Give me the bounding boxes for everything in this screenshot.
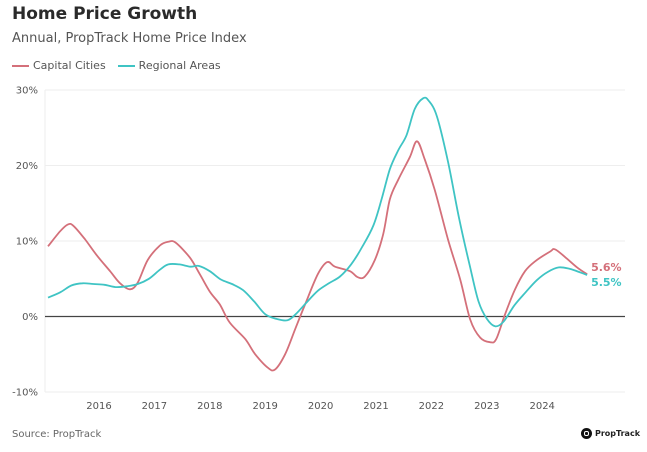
x-tick-label: 2022 — [419, 401, 444, 412]
y-tick-label: 10% — [16, 237, 38, 248]
source-note: Source: PropTrack — [12, 429, 102, 440]
proptrack-logo-text: PropTrack — [595, 429, 641, 438]
x-tick-label: 2016 — [86, 401, 111, 412]
x-tick-label: 2023 — [474, 401, 499, 412]
proptrack-logo: PropTrack — [581, 428, 640, 439]
x-tick-label: 2019 — [252, 401, 277, 412]
x-tick-label: 2020 — [308, 401, 333, 412]
y-tick-label: -10% — [12, 388, 38, 399]
chart-subtitle: Annual, PropTrack Home Price Index — [12, 31, 247, 46]
y-tick-label: 20% — [16, 161, 38, 172]
legend-label-regional-areas: Regional Areas — [138, 59, 221, 72]
x-tick-label: 2018 — [197, 401, 222, 412]
legend: Capital Cities Regional Areas — [12, 59, 221, 72]
series-line-capital-cities — [47, 140, 588, 372]
x-tick-label: 2024 — [529, 401, 554, 412]
legend-swatch-capital-cities — [12, 64, 29, 67]
legend-swatch-regional-areas — [117, 64, 135, 67]
x-tick-label: 2017 — [142, 401, 167, 412]
proptrack-logo-icon — [581, 428, 592, 439]
chart-title: Home Price Growth — [12, 4, 198, 24]
y-tick-label: 0% — [22, 312, 38, 323]
series-line-regional-areas — [47, 96, 588, 328]
legend-item-regional-areas: Regional Areas — [117, 59, 221, 72]
end-label-capital-cities: 5.6% — [591, 261, 622, 274]
end-label-regional-areas: 5.5% — [591, 276, 622, 289]
x-tick-label: 2021 — [363, 401, 388, 412]
y-tick-label: 30% — [16, 86, 38, 97]
legend-item-capital-cities: Capital Cities — [12, 59, 106, 72]
legend-label-capital-cities: Capital Cities — [33, 59, 106, 72]
